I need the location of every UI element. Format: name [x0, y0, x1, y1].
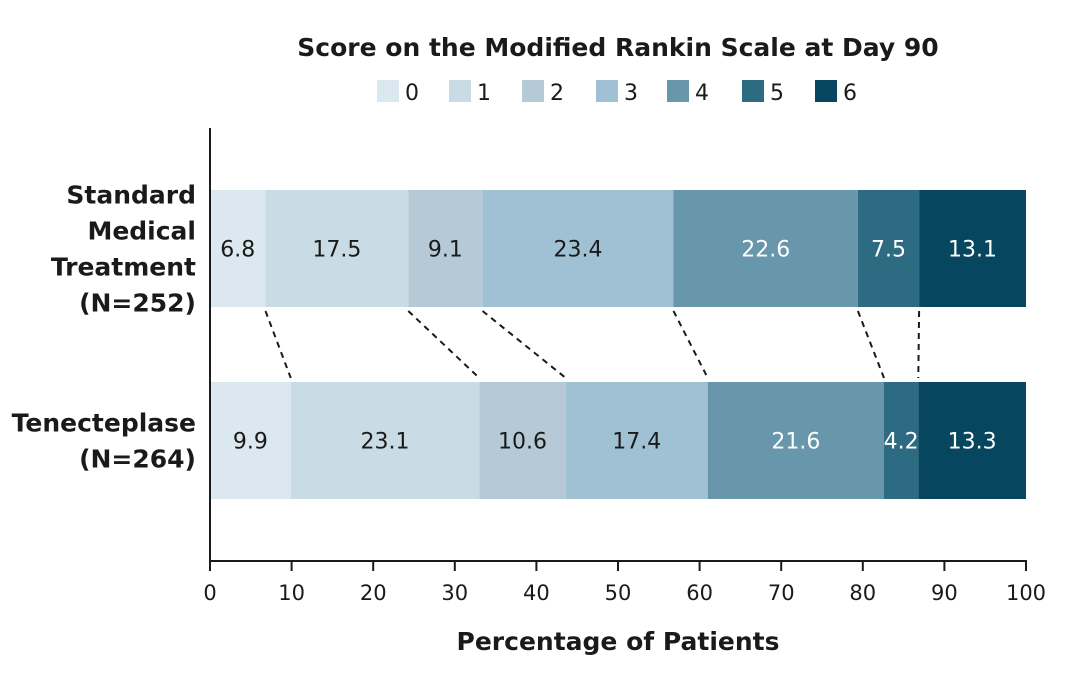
data-label-row1-score1: 23.1 — [361, 430, 410, 455]
row-label-1: Tenecteplase (N=264) — [12, 409, 196, 474]
legend-swatch-3 — [596, 80, 618, 102]
bar-segment-row1-score1 — [290, 382, 480, 499]
bar-segment-row0-score0 — [210, 190, 266, 307]
bar-segment-row0-score1 — [265, 190, 409, 307]
legend-label-3: 3 — [624, 81, 638, 106]
x-tick-label-10: 10 — [278, 581, 305, 605]
row-labels: Standard Medical Treatment (N=252) Tenectepl… — [12, 181, 196, 474]
row-label-0: Standard Medical Treatment (N=252) — [51, 181, 196, 318]
row-label-0-line-0: Standard — [66, 181, 196, 210]
bars: 6.8 17.5 9.1 23.4 22.6 7.5 13.1 9.9 23.1 10.6 17.4… — [210, 190, 1026, 499]
bar-segment-row1-score4 — [707, 382, 885, 499]
bar-segment-row0-score3 — [482, 190, 674, 307]
connector-line-2 — [407, 310, 480, 379]
x-tick-label-60: 60 — [686, 581, 713, 605]
data-label-row0-score0: 6.8 — [220, 238, 255, 263]
connector-lines — [264, 310, 921, 379]
bar-segment-row1-score3 — [565, 382, 708, 499]
x-tick-label-100: 100 — [1006, 581, 1046, 605]
data-label-row1-score3: 17.4 — [612, 430, 661, 455]
legend-swatch-4 — [667, 80, 689, 102]
data-label-row0-score3: 23.4 — [554, 238, 603, 263]
data-label-row0-score5: 7.5 — [871, 238, 906, 263]
legend-label-6: 6 — [843, 81, 857, 106]
data-label-row1-score6: 13.3 — [948, 430, 997, 455]
legend-label-0: 0 — [405, 81, 419, 106]
bar-segment-row0-score6 — [919, 190, 1026, 307]
data-label-row0-score6: 13.1 — [948, 238, 997, 263]
bar-segment-row0-score5 — [857, 190, 920, 307]
data-label-row1-score2: 10.6 — [498, 430, 547, 455]
row-label-0-line-3: (N=252) — [79, 289, 196, 318]
legend: 0 1 2 3 4 5 6 — [377, 80, 857, 106]
legend-swatch-0 — [377, 80, 399, 102]
x-tick-label-80: 80 — [849, 581, 876, 605]
bar-segment-row0-score2 — [408, 190, 483, 307]
legend-swatch-6 — [815, 80, 837, 102]
x-tick-label-0: 0 — [203, 581, 216, 605]
row-label-1-line-1: (N=264) — [79, 445, 196, 474]
connector-line-3 — [481, 310, 567, 379]
legend-label-1: 1 — [477, 81, 491, 106]
bar-segment-row1-score5 — [884, 382, 919, 499]
chart-title: Score on the Modified Rankin Scale at Da… — [297, 33, 938, 62]
data-label-row0-score4: 22.6 — [741, 238, 790, 263]
connector-line-4 — [672, 310, 709, 379]
x-tick-label-30: 30 — [441, 581, 468, 605]
connector-line-6 — [917, 310, 921, 379]
row-label-0-line-2: Treatment — [51, 253, 196, 282]
data-label-row1-score4: 21.6 — [771, 430, 820, 455]
row-label-0-line-1: Medical — [87, 217, 196, 246]
x-tick-label-40: 40 — [523, 581, 550, 605]
x-tick-label-70: 70 — [768, 581, 795, 605]
bar-segment-row1-score6 — [918, 382, 1026, 499]
x-axis-title: Percentage of Patients — [457, 627, 780, 656]
legend-swatch-1 — [449, 80, 471, 102]
legend-label-5: 5 — [770, 81, 784, 106]
x-tick-label-90: 90 — [931, 581, 958, 605]
legend-swatch-5 — [742, 80, 764, 102]
x-tick-label-20: 20 — [360, 581, 387, 605]
data-label-row0-score1: 17.5 — [312, 238, 361, 263]
data-label-row1-score0: 9.9 — [233, 430, 268, 455]
row-label-1-line-0: Tenecteplase — [12, 409, 196, 438]
legend-label-4: 4 — [695, 81, 709, 106]
bar-segment-row1-score0 — [210, 382, 291, 499]
x-tick-label-50: 50 — [605, 581, 632, 605]
data-label-row0-score2: 9.1 — [428, 238, 463, 263]
bar-segment-row1-score2 — [479, 382, 566, 499]
legend-swatch-2 — [522, 80, 544, 102]
legend-label-2: 2 — [550, 81, 564, 106]
x-axis-ticks: 0 10 20 30 40 50 60 70 80 90 100 — [203, 561, 1046, 605]
bar-segment-row0-score4 — [673, 190, 858, 307]
data-label-row1-score5: 4.2 — [884, 430, 919, 455]
connector-line-5 — [856, 310, 885, 379]
connector-line-1 — [264, 310, 292, 379]
